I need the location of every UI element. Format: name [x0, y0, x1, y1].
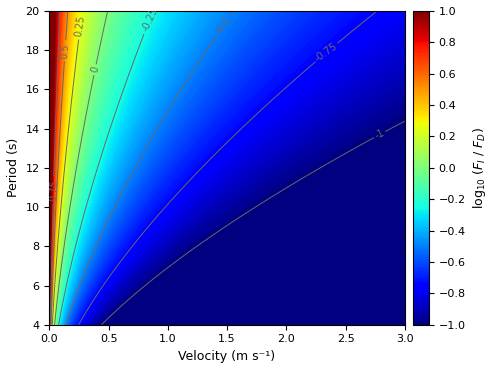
Y-axis label: Period (s): Period (s): [7, 138, 20, 198]
X-axis label: Velocity (m s⁻¹): Velocity (m s⁻¹): [178, 350, 276, 363]
Y-axis label: log$_{10}$ ($F_I$ / $F_D$): log$_{10}$ ($F_I$ / $F_D$): [472, 127, 488, 209]
Text: -0.25: -0.25: [140, 6, 160, 33]
Text: -0.75: -0.75: [314, 41, 340, 64]
Text: 0.25: 0.25: [74, 14, 87, 37]
Text: 0.75: 0.75: [48, 179, 59, 201]
Text: 0.5: 0.5: [60, 43, 70, 59]
Text: -1: -1: [373, 128, 386, 141]
Text: -0.5: -0.5: [214, 15, 234, 36]
Text: 0: 0: [90, 65, 101, 74]
